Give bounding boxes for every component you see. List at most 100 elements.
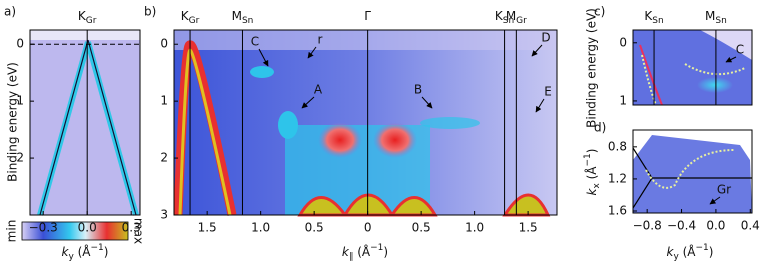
symmetry-name: M (232, 9, 242, 23)
annotation: B (414, 83, 422, 97)
y-axis-label-sup: −1 (583, 153, 593, 166)
x-axis-label-sub: y (68, 252, 74, 262)
x-axis-label-text: k (62, 245, 70, 259)
panel-label: b) (144, 5, 156, 19)
symmetry-sub: Sn (242, 16, 253, 26)
panel-label: c) (594, 5, 605, 19)
image-a (30, 30, 140, 216)
y-tick-label: 0 (16, 37, 24, 51)
axes-frame (632, 129, 753, 214)
symmetry-name: M (506, 9, 516, 23)
y-tick-label: 0.8 (608, 139, 627, 153)
x-tick-label: 0 (364, 221, 372, 235)
symmetry-name: K (495, 9, 504, 23)
x-tick-label: 0.5 (305, 221, 324, 235)
panel-label: d) (594, 121, 606, 135)
image-d (632, 130, 752, 213)
y-tick-label: 0 (160, 37, 168, 51)
annotation: C (251, 35, 259, 49)
symmetry-sub: Sn (503, 16, 514, 26)
x-tick-label: −0.3 (29, 221, 58, 235)
axes-frame (29, 29, 141, 216)
y-axis-label: Binding energy (eV) (6, 62, 20, 182)
x-tick-label: 1.5 (198, 221, 217, 235)
annotation: Gr (717, 183, 731, 197)
symmetry-label: Γ (364, 9, 371, 23)
x-axis-label-unit: (Å (74, 244, 91, 259)
annotation: C (736, 43, 744, 57)
x-axis-label-text: k (342, 245, 350, 259)
symmetry-name: K (644, 9, 653, 23)
image-b (173, 30, 557, 217)
symmetry-name: K (181, 9, 190, 23)
y-axis-label-end: ) (585, 149, 599, 154)
symmetry-label: MGr (506, 9, 527, 26)
x-axis-label-end: ) (709, 245, 714, 259)
symmetry-name: M (705, 9, 715, 23)
y-tick-label: 1 (619, 93, 627, 107)
x-tick-label: 0.0 (78, 221, 97, 235)
colorbar (21, 221, 129, 241)
x-axis-label-sup: −1 (91, 243, 104, 253)
x-axis-label: k∥ (Å−1) (342, 243, 388, 262)
x-axis-label-sub: ∥ (349, 252, 354, 262)
annotation-arrow (301, 96, 315, 109)
x-axis-label-sub: y (673, 252, 679, 262)
symmetry-label: KSn (495, 9, 514, 26)
x-tick-label: −0.4 (667, 219, 696, 233)
x-axis-label-sup: −1 (370, 243, 383, 253)
x-axis-label: ky (Å−1) (667, 243, 714, 262)
annotation-arrow (531, 44, 543, 57)
annotation-arrow (421, 96, 433, 109)
x-axis-label-end: ) (383, 245, 388, 259)
x-tick-label: 1.0 (465, 221, 484, 235)
x-tick-label: 0.5 (412, 221, 431, 235)
image-c (633, 30, 752, 106)
colorbar-min: min (5, 220, 19, 243)
annotation: r (318, 33, 323, 47)
symmetry-sub: Gr (516, 16, 527, 26)
annotation-arrow (725, 56, 737, 63)
y-tick-label: 2 (16, 151, 24, 165)
x-axis-label-text: k (667, 245, 675, 259)
annotation: E (544, 85, 552, 99)
y-tick-label: 1 (16, 94, 24, 108)
x-tick-label: 0.0 (706, 219, 725, 233)
x-tick-label: 0.4 (741, 219, 760, 233)
y-axis-label-unit: (Å (584, 166, 599, 183)
annotation-arrow (307, 46, 317, 59)
panel-label: a) (4, 5, 16, 19)
x-tick-label: 1.5 (519, 221, 538, 235)
symmetry-name: K (78, 9, 87, 23)
symmetry-label: KSn (644, 9, 663, 26)
y-tick-label: 0 (619, 35, 627, 49)
y-axis-label: Binding energy (eV) (585, 8, 599, 128)
symmetry-label: KGr (78, 9, 97, 26)
x-tick-label: −0.8 (633, 219, 662, 233)
colorbar-max: max (132, 218, 146, 244)
symmetry-label: KGr (181, 9, 200, 26)
symmetry-sub: Sn (652, 16, 663, 26)
axes-frame (173, 29, 558, 216)
x-axis-label-sup: −1 (696, 243, 709, 253)
annotation: D (541, 31, 550, 45)
y-axis-label-sub: x (592, 183, 602, 189)
symmetry-sub: Gr (189, 16, 200, 26)
symmetry-sub: Gr (86, 16, 97, 26)
annotation-arrow (535, 98, 545, 113)
y-axis-label: kx (Å−1) (583, 149, 602, 196)
annotation-arrow (709, 196, 721, 205)
y-tick-label: 1.2 (608, 171, 627, 185)
y-tick-label: 2 (160, 151, 168, 165)
axes-frame (632, 29, 753, 106)
x-axis-label-unit: (Å (679, 244, 696, 259)
annotation-arrow (258, 48, 269, 67)
y-tick-label: 1.6 (608, 203, 627, 217)
annotation: A (314, 83, 323, 97)
x-tick-label: 1.0 (251, 221, 270, 235)
x-axis-label-end: ) (104, 245, 109, 259)
x-axis-label: ky (Å−1) (62, 243, 109, 262)
symmetry-name: Γ (364, 9, 371, 23)
x-tick-label: 0.3 (122, 221, 141, 235)
